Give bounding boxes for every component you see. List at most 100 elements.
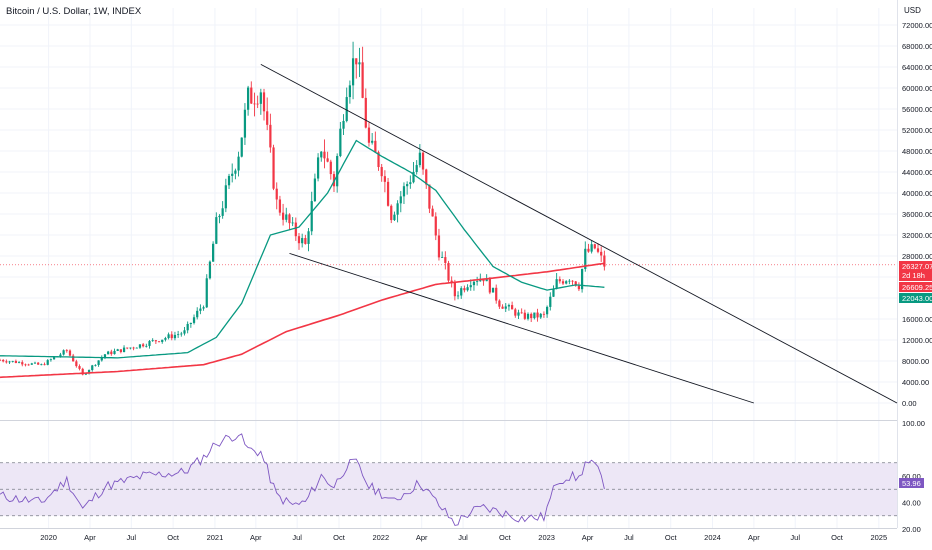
candle-up [59, 354, 62, 357]
candle-down [587, 248, 590, 252]
candle-down [428, 184, 431, 209]
candle-up [97, 360, 100, 365]
candle-up [552, 288, 555, 297]
candle-up [221, 208, 224, 216]
time-tick-label: Apr [748, 533, 760, 542]
candle-up [46, 360, 49, 365]
price-tick-label: 36000.00 [902, 210, 932, 219]
candle-up [310, 201, 313, 232]
candle-up [180, 333, 183, 335]
lower-trendline[interactable] [289, 252, 754, 404]
candle-up [476, 281, 479, 283]
candle-down [511, 305, 514, 310]
candle-down [262, 92, 266, 112]
candle-up [145, 345, 148, 347]
price-tick-label: 40000.00 [902, 189, 932, 198]
candle-up [11, 360, 14, 362]
rsi-line [0, 433, 605, 526]
candle-up [116, 349, 119, 351]
candle-up [507, 305, 511, 307]
candle-down [132, 347, 135, 349]
currency-label: USD [904, 6, 921, 15]
last-price-badge-bg [899, 261, 932, 281]
candle-up [351, 58, 355, 86]
candle-up [148, 341, 151, 346]
candle-up [246, 87, 250, 110]
candle-up [208, 261, 212, 279]
candle-up [291, 222, 294, 224]
candle-down [170, 334, 173, 339]
price-tick-label: 48000.00 [902, 147, 932, 156]
candle-down [495, 287, 498, 301]
candle-up [192, 317, 196, 323]
candle-down [72, 355, 75, 362]
candle-down [27, 364, 30, 366]
candle-up [199, 308, 202, 311]
candle-down [482, 278, 485, 282]
candle-up [313, 178, 317, 202]
candle-up [231, 173, 234, 176]
candle-down [377, 152, 380, 168]
candle-down [272, 147, 275, 189]
candle-up [161, 339, 164, 342]
price-tick-label: 0.00 [902, 399, 917, 408]
candle-up [240, 137, 243, 157]
candle-up [186, 323, 189, 331]
candle-up [17, 362, 21, 363]
time-tick-label: 2024 [704, 533, 721, 542]
candle-up [418, 152, 421, 166]
candle-up [409, 182, 412, 185]
candle-down [374, 140, 377, 153]
time-tick-label: Jul [127, 533, 137, 542]
candle-up [151, 340, 154, 342]
candle-up [456, 295, 460, 297]
candle-down [119, 349, 122, 353]
candle-up [301, 238, 304, 244]
candle-down [367, 127, 371, 143]
candle-down [453, 282, 456, 297]
candle-down [14, 360, 18, 363]
candle-up [259, 92, 262, 104]
candle-down [2, 359, 5, 362]
candle-up [138, 344, 142, 348]
candle-down [78, 366, 81, 369]
chart-title: Bitcoin / U.S. Dollar, 1W, INDEX [6, 6, 142, 17]
candle-up [49, 359, 53, 361]
candle-up [91, 365, 94, 371]
candle-down [361, 62, 364, 98]
candle-up [183, 330, 186, 334]
candle-down [278, 199, 282, 213]
price-tick-label: 12000.00 [902, 336, 932, 345]
candle-up [218, 215, 221, 218]
time-tick-label: Oct [333, 533, 346, 542]
candle-up [345, 97, 348, 121]
last-price-value: 26327.07 [902, 262, 932, 271]
candle-down [577, 285, 581, 290]
candle-up [406, 184, 409, 187]
candle-down [530, 313, 533, 319]
candle-down [142, 344, 145, 347]
candle-up [396, 203, 399, 215]
candle-down [68, 350, 72, 356]
candle-up [555, 279, 558, 289]
price-tick-label: 8000.00 [902, 357, 929, 366]
price-tick-label: 16000.00 [902, 315, 932, 324]
upper-trendline[interactable] [260, 63, 898, 404]
candle-down [390, 205, 393, 221]
candle-up [40, 364, 43, 366]
candle-up [549, 296, 552, 307]
candles [0, 41, 606, 376]
candle-up [113, 350, 116, 355]
candle-up [196, 310, 199, 318]
candle-down [596, 248, 600, 252]
candle-up [402, 186, 406, 197]
candle-up [466, 287, 469, 291]
candle-up [393, 214, 396, 221]
candle-up [189, 322, 192, 324]
rsi-badge: 53.96 [899, 478, 924, 488]
time-tick-label: 2023 [538, 533, 555, 542]
trendlines[interactable] [260, 63, 898, 404]
price-tick-label: 32000.00 [902, 231, 932, 240]
price-tick-label: 56000.00 [902, 105, 932, 114]
